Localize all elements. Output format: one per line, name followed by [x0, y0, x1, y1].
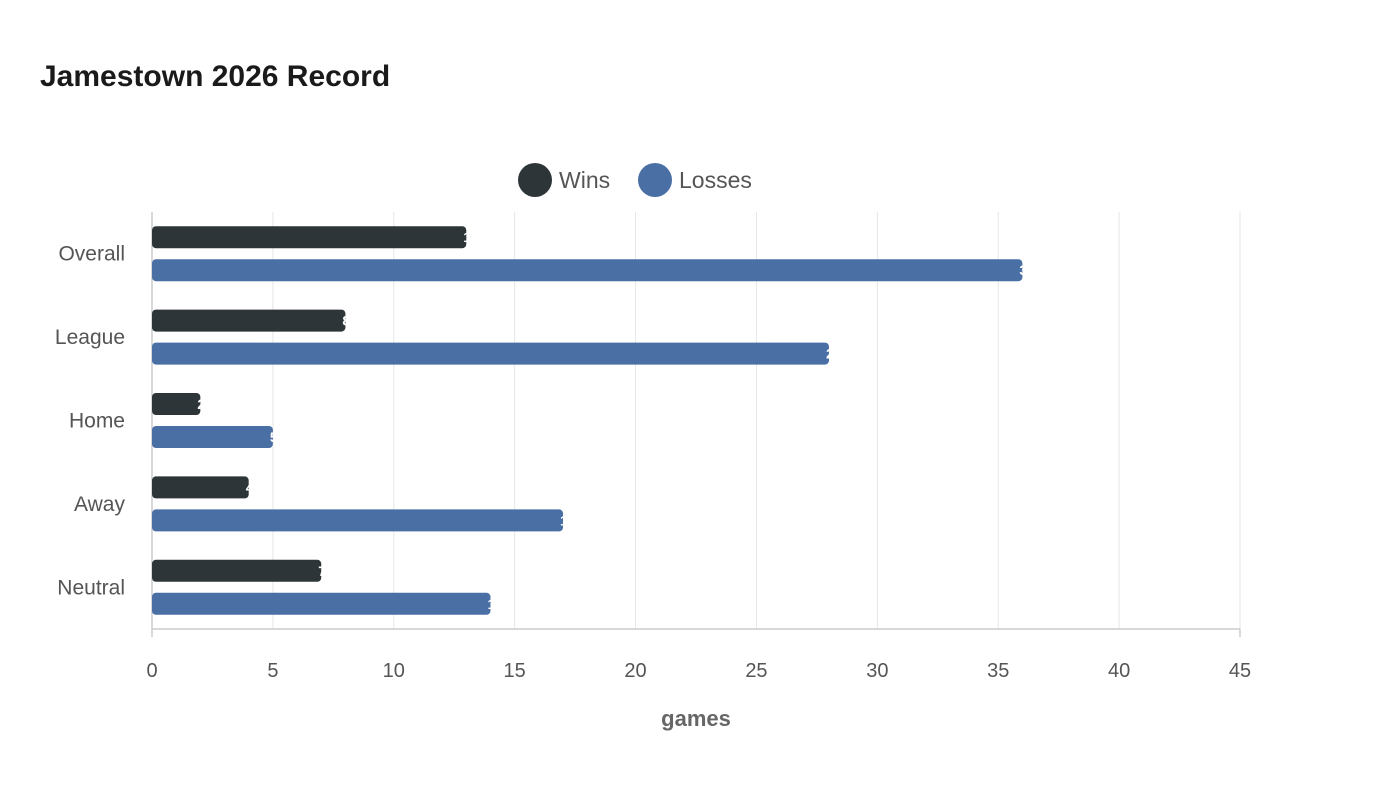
x-tick-label: 30 [866, 660, 888, 682]
x-tick-label: 10 [383, 660, 405, 682]
x-tick-label: 20 [624, 660, 646, 682]
legend-label: Wins [559, 167, 610, 193]
x-tick-label: 35 [987, 660, 1009, 682]
bar-losses-league [152, 342, 829, 365]
bar-wins-home [152, 393, 201, 415]
category-label: Neutral [57, 576, 125, 599]
bar-losses-away [152, 509, 564, 532]
bar-wins-league [152, 309, 346, 332]
bar-wins-neutral [152, 559, 322, 582]
category-label: League [55, 326, 125, 349]
chart-title: Jamestown 2026 Record [40, 60, 391, 93]
x-tick-label: 15 [504, 660, 526, 682]
data-label: 5 [270, 429, 278, 445]
x-tick-label: 45 [1229, 660, 1251, 682]
category-label: Overall [58, 243, 125, 266]
legend-swatch [638, 163, 672, 197]
bar-losses-overall [152, 259, 1023, 282]
legend-item-losses[interactable]: Losses [638, 163, 752, 197]
x-tick-label: 5 [267, 660, 278, 682]
axes [151, 212, 1241, 637]
bars [152, 226, 1023, 615]
data-label: 8 [342, 313, 350, 329]
x-tick-label: 0 [146, 660, 157, 682]
data-label: 28 [826, 346, 842, 362]
bar-wins-overall [152, 226, 467, 249]
legend-label: Losses [679, 167, 752, 193]
bar-losses-neutral [152, 592, 491, 615]
data-label: 36 [1019, 262, 1035, 278]
legend-item-wins[interactable]: Wins [518, 163, 610, 197]
bar-wins-away [152, 476, 249, 499]
data-label: 17 [560, 512, 576, 528]
data-label: 13 [463, 229, 479, 245]
x-tick-labels: 0 5 10 15 20 25 30 35 40 45 [146, 660, 1251, 682]
data-label: 7 [318, 563, 326, 579]
data-label: 2 [197, 396, 205, 412]
data-label: 4 [246, 479, 254, 495]
category-labels: Overall League Home Away Neutral [55, 243, 126, 600]
x-tick-label: 40 [1108, 660, 1130, 682]
grid-lines [272, 212, 1241, 629]
legend: Wins Losses [518, 163, 752, 197]
x-tick-label: 25 [745, 660, 767, 682]
x-axis-title: games [661, 706, 731, 731]
legend-swatch [518, 163, 552, 197]
data-label: 14 [487, 596, 503, 612]
value-labels: 13 36 8 28 2 5 4 17 7 14 [197, 229, 1035, 612]
bar-losses-home [152, 426, 273, 448]
category-label: Away [74, 493, 125, 516]
category-label: Home [69, 410, 125, 433]
